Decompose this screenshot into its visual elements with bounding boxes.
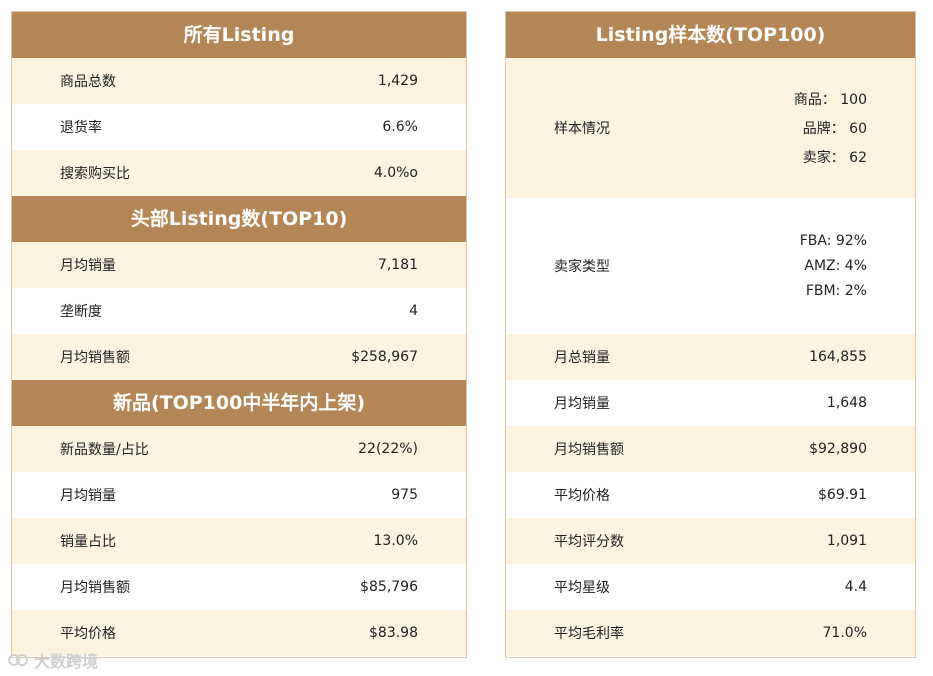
- row-label: 平均评分数: [554, 534, 624, 550]
- row-label: 平均毛利率: [554, 626, 624, 642]
- table-row: 平均评分数 1,091: [506, 518, 915, 564]
- row-label: 商品总数: [60, 74, 116, 90]
- table-row: 搜索购买比 4.0%o: [12, 150, 466, 196]
- table-row: 退货率 6.6%: [12, 104, 466, 150]
- row-value: $258,967: [351, 349, 418, 365]
- row-label: 月均销量: [60, 488, 116, 504]
- row-value: 4: [409, 303, 418, 319]
- sample-row: 样本情况 商品： 100 品牌： 60 卖家： 62: [506, 58, 915, 198]
- brand-logo-icon: [8, 654, 28, 666]
- all-listing-panel: 所有Listing 商品总数 1,429 退货率 6.6% 搜索购买比 4.0%…: [11, 11, 467, 658]
- row-value: 164,855: [809, 349, 867, 365]
- row-label: 搜索购买比: [60, 166, 130, 182]
- row-value: 975: [391, 487, 418, 503]
- seller-type-fbm: FBM: 2%: [805, 283, 867, 299]
- table-row: 月均销量 1,648: [506, 380, 915, 426]
- row-value: 1,091: [826, 533, 867, 549]
- row-value: $69.91: [818, 487, 867, 503]
- row-value: $83.98: [369, 625, 418, 641]
- row-label: 退货率: [60, 120, 102, 136]
- table-row: 垄断度 4: [12, 288, 466, 334]
- table-row: 月均销售额 $258,967: [12, 334, 466, 380]
- table-row: 销量占比 13.0%: [12, 518, 466, 564]
- table-row: 月均销量 7,181: [12, 242, 466, 288]
- row-label: 月均销售额: [554, 442, 624, 458]
- row-label: 月均销售额: [60, 350, 130, 366]
- row-value: $85,796: [360, 579, 418, 595]
- sample-brands: 品牌： 60: [802, 121, 867, 137]
- row-label: 垄断度: [60, 304, 102, 320]
- row-label: 样本情况: [554, 121, 610, 137]
- row-label: 月均销售额: [60, 580, 130, 596]
- row-value: 4.4: [844, 579, 867, 595]
- seller-type-amz: AMZ: 4%: [804, 258, 867, 274]
- row-value: 7,181: [377, 257, 418, 273]
- listing-sample-panel: Listing样本数(TOP100) 样本情况 商品： 100 品牌： 60 卖…: [505, 11, 916, 658]
- row-label: 新品数量/占比: [60, 442, 149, 458]
- table-row: 月均销售额 $85,796: [12, 564, 466, 610]
- sample-values: 商品： 100 品牌： 60 卖家： 62: [794, 89, 867, 167]
- row-value: 13.0%: [373, 533, 418, 549]
- row-value: 4.0%o: [373, 165, 418, 181]
- section-title-sample: Listing样本数(TOP100): [506, 12, 915, 58]
- seller-type-fba: FBA: 92%: [799, 233, 867, 249]
- table-row: 平均星级 4.4: [506, 564, 915, 610]
- table-row: 月均销售额 $92,890: [506, 426, 915, 472]
- sample-products: 商品： 100: [793, 92, 867, 108]
- table-row: 平均毛利率 71.0%: [506, 610, 915, 656]
- row-value: 71.0%: [822, 625, 867, 641]
- row-value: 6.6%: [382, 119, 418, 135]
- row-label: 月均销量: [60, 258, 116, 274]
- table-row: 平均价格 $83.98: [12, 610, 466, 656]
- row-label: 平均星级: [554, 580, 610, 596]
- sample-sellers: 卖家： 62: [802, 150, 867, 166]
- watermark-text: 大数跨境: [34, 652, 99, 671]
- row-label: 平均价格: [554, 488, 610, 504]
- row-label: 平均价格: [60, 626, 116, 642]
- table-row: 平均价格 $69.91: [506, 472, 915, 518]
- table-row: 月总销量 164,855: [506, 334, 915, 380]
- row-label: 销量占比: [60, 534, 116, 550]
- row-value: 22(22%): [358, 441, 418, 457]
- section-title-all-listing: 所有Listing: [12, 12, 466, 58]
- section-title-top10: 头部Listing数(TOP10): [12, 196, 466, 242]
- section-title-new-products: 新品(TOP100中半年内上架): [12, 380, 466, 426]
- row-label: 月总销量: [554, 350, 610, 366]
- row-label: 月均销量: [554, 396, 610, 412]
- row-value: 1,648: [826, 395, 867, 411]
- table-row: 新品数量/占比 22(22%): [12, 426, 466, 472]
- seller-type-values: FBA: 92% AMZ: 4% FBM: 2%: [800, 233, 867, 299]
- table-row: 商品总数 1,429: [12, 58, 466, 104]
- seller-type-row: 卖家类型 FBA: 92% AMZ: 4% FBM: 2%: [506, 198, 915, 334]
- row-value: $92,890: [809, 441, 867, 457]
- table-row: 月均销量 975: [12, 472, 466, 518]
- watermark: 大数跨境: [8, 648, 98, 672]
- row-value: 1,429: [377, 73, 418, 89]
- row-label: 卖家类型: [554, 259, 610, 275]
